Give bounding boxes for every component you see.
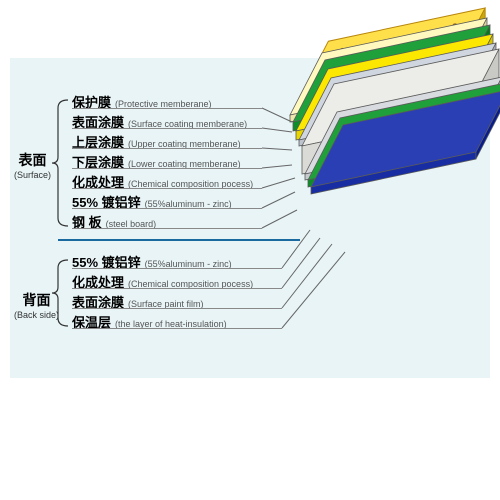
section-label-back: 背面(Back side)	[14, 290, 59, 320]
surface-underline-1	[72, 128, 262, 129]
back-underline-3	[72, 328, 282, 329]
surface-underline-4	[72, 188, 262, 189]
surface-leader-4	[262, 178, 295, 188]
section-cn: 背面	[14, 290, 59, 310]
surface-underline-5	[72, 208, 262, 209]
surface-row-3: 下层涂膜(Lower coating memberane)	[72, 152, 241, 172]
section-cn: 表面	[14, 150, 51, 170]
back-row-3: 保温层(the layer of heat-insulation)	[72, 312, 227, 332]
surface-leader-0	[262, 108, 292, 122]
back-underline-2	[72, 308, 282, 309]
surface-underline-3	[72, 168, 262, 169]
surface-underline-2	[72, 148, 262, 149]
back-leader-0	[282, 230, 310, 268]
surface-underline-6	[72, 228, 262, 229]
back-row-2: 表面涂膜(Surface paint film)	[72, 292, 204, 312]
back-underline-0	[72, 268, 282, 269]
surface-row-5: 55% 镀铝锌(55%aluminum - zinc)	[72, 192, 232, 212]
surface-leader-6	[262, 210, 297, 228]
surface-row-6: 钢 板(steel board)	[72, 212, 156, 232]
back-underline-1	[72, 288, 282, 289]
back-row-0: 55% 镀铝锌(55%aluminum - zinc)	[72, 252, 232, 272]
back-leader-1	[282, 238, 320, 288]
back-row-1: 化成处理(Chemical composition pocess)	[72, 272, 253, 292]
back-leader-3	[282, 252, 345, 328]
canvas: 有机骨材 (organic aggregate) 表面(Surface)背面(B…	[0, 0, 500, 500]
section-label-surface: 表面(Surface)	[14, 150, 51, 180]
section-en: (Back side)	[14, 310, 59, 320]
surface-row-4: 化成处理(Chemical composition pocess)	[72, 172, 253, 192]
surface-leader-1	[262, 128, 292, 132]
surface-leader-2	[262, 148, 292, 150]
surface-row-0: 保护膜(Protective memberane)	[72, 92, 212, 112]
surface-underline-0	[72, 108, 262, 109]
surface-leader-3	[262, 165, 292, 168]
surface-leader-5	[262, 192, 295, 208]
surface-row-1: 表面涂膜(Surface coating memberane)	[72, 112, 247, 132]
layer-diagram	[0, 0, 500, 500]
surface-row-2: 上层涂膜(Upper coating memberane)	[72, 132, 241, 152]
section-en: (Surface)	[14, 170, 51, 180]
